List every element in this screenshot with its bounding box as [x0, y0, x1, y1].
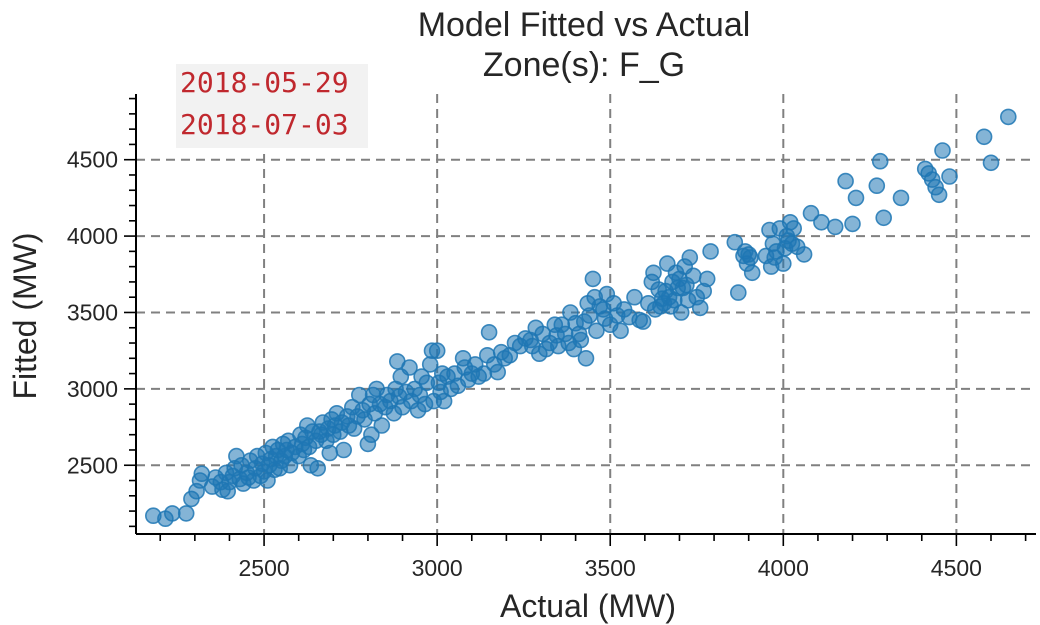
chart-title: Model Fitted vs Actual [418, 6, 751, 44]
annotation-background [176, 64, 368, 148]
data-point [847, 189, 865, 207]
x-tick-label: 4000 [758, 555, 809, 581]
y-tick-label: 4500 [67, 147, 118, 173]
data-point [802, 204, 820, 222]
data-point [612, 322, 629, 340]
points-layer [145, 108, 1017, 528]
data-point [892, 189, 910, 207]
data-point [401, 359, 418, 376]
data-point [363, 426, 380, 444]
data-point [743, 264, 761, 282]
data-point [774, 255, 792, 272]
data-point [999, 108, 1017, 126]
data-point [577, 349, 595, 367]
data-point [875, 209, 893, 227]
data-point [742, 249, 759, 266]
data-point [684, 267, 702, 285]
x-tick-label: 2500 [238, 555, 289, 581]
data-point [698, 270, 716, 288]
annotation-date-end: 2018-07-03 [180, 108, 349, 141]
data-point [826, 218, 844, 236]
data-point [975, 128, 993, 146]
x-tick-label: 4500 [931, 555, 982, 581]
data-point [982, 154, 1000, 172]
data-point [726, 233, 744, 251]
data-point [489, 363, 507, 381]
data-point [634, 313, 652, 330]
data-point [480, 323, 498, 341]
data-point [164, 505, 181, 522]
y-tick-label: 3500 [67, 299, 118, 325]
date-annotation: 2018-05-29 2018-07-03 [176, 64, 368, 148]
data-point [941, 168, 958, 185]
data-point [837, 172, 854, 190]
data-point [626, 288, 643, 306]
data-point [645, 264, 662, 282]
data-point [868, 177, 886, 194]
data-point [930, 186, 948, 204]
data-point [871, 152, 889, 170]
data-point [844, 215, 861, 233]
y-tick-label: 2500 [67, 452, 118, 478]
data-point [321, 444, 339, 462]
x-axis-label: Actual (MW) [500, 588, 676, 624]
axes-layer: 2500 3000 3500 4000 4500 2500 3000 3500 4000 4500 [67, 94, 1036, 581]
data-point [934, 142, 951, 159]
data-point [428, 342, 446, 360]
x-tick-label: 3000 [412, 555, 463, 581]
data-point [435, 392, 453, 410]
data-point [193, 465, 211, 483]
chart-subtitle: Zone(s): F_G [483, 46, 685, 84]
data-point [681, 249, 699, 266]
data-point [584, 270, 602, 288]
data-point [335, 441, 353, 459]
data-point [672, 304, 690, 321]
y-tick-label: 4000 [67, 223, 118, 249]
data-point [309, 459, 327, 477]
data-point [691, 299, 709, 317]
data-point [581, 307, 598, 324]
data-point [785, 220, 803, 237]
annotation-date-start: 2018-05-29 [180, 66, 349, 99]
data-point [588, 322, 605, 340]
y-axis-label: Fitted (MW) [7, 232, 43, 399]
data-point [572, 331, 590, 349]
data-point [813, 214, 830, 231]
data-point [177, 505, 195, 522]
data-point [795, 246, 813, 263]
data-point [702, 243, 719, 260]
x-tick-label: 3500 [585, 555, 636, 581]
y-tick-label: 3000 [67, 376, 118, 402]
data-point [373, 417, 391, 434]
data-point [729, 284, 747, 301]
